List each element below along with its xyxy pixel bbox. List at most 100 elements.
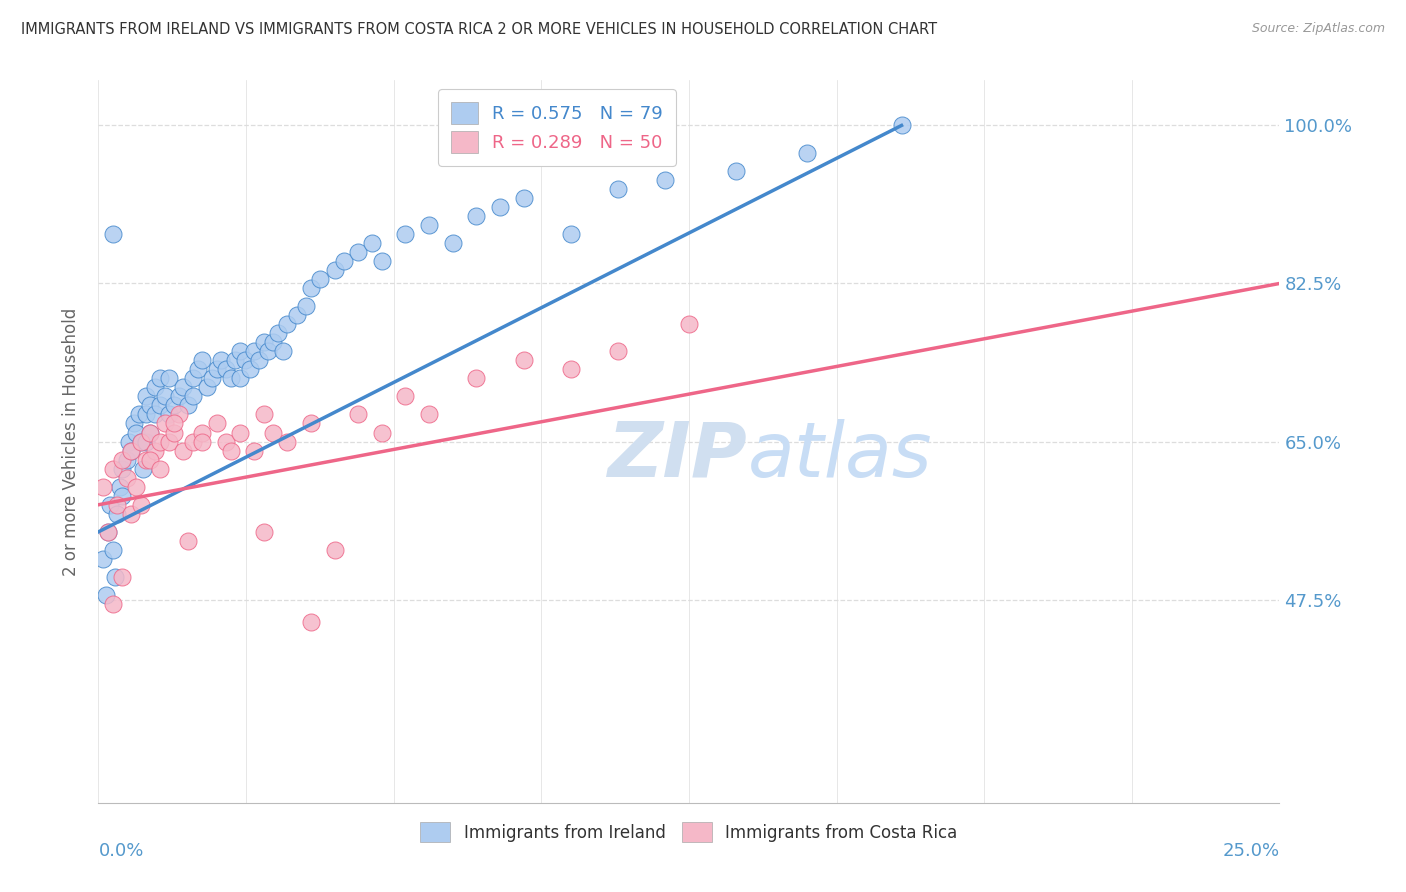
Point <box>139 452 162 467</box>
Point <box>560 362 582 376</box>
Point <box>91 480 114 494</box>
Point <box>418 218 440 232</box>
Point <box>129 434 152 449</box>
Point <box>129 434 152 449</box>
Point <box>97 524 120 539</box>
Point <box>191 353 214 368</box>
Point <box>101 542 124 557</box>
Point <box>132 461 155 475</box>
Point <box>163 417 186 431</box>
Point <box>163 425 186 440</box>
Point <box>94 588 117 602</box>
Point <box>111 489 134 503</box>
Point <box>243 344 266 359</box>
Point <box>489 200 512 214</box>
Point <box>229 371 252 385</box>
Text: Source: ZipAtlas.com: Source: ZipAtlas.com <box>1251 22 1385 36</box>
Point <box>215 362 238 376</box>
Point <box>890 119 912 133</box>
Point <box>271 344 294 359</box>
Point <box>607 181 630 195</box>
Point <box>105 498 128 512</box>
Point <box>135 408 157 422</box>
Point <box>394 389 416 403</box>
Y-axis label: 2 or more Vehicles in Household: 2 or more Vehicles in Household <box>62 308 80 575</box>
Point <box>205 417 228 431</box>
Point <box>157 434 180 449</box>
Point <box>101 597 124 611</box>
Point <box>394 227 416 241</box>
Point <box>233 353 256 368</box>
Point <box>167 389 190 403</box>
Point <box>323 542 346 557</box>
Point <box>333 253 356 268</box>
Point <box>725 163 748 178</box>
Point <box>191 425 214 440</box>
Point <box>219 443 242 458</box>
Point <box>129 498 152 512</box>
Point <box>149 371 172 385</box>
Point <box>101 461 124 475</box>
Point <box>560 227 582 241</box>
Point <box>257 344 280 359</box>
Point <box>135 434 157 449</box>
Point <box>172 380 194 394</box>
Point <box>253 524 276 539</box>
Text: ZIP: ZIP <box>609 419 748 493</box>
Point <box>115 452 138 467</box>
Point <box>143 408 166 422</box>
Point <box>91 552 114 566</box>
Point <box>97 524 120 539</box>
Point <box>299 615 322 630</box>
Point <box>347 244 370 259</box>
Point <box>181 371 204 385</box>
Point <box>607 344 630 359</box>
Point <box>247 353 270 368</box>
Point <box>512 191 534 205</box>
Point <box>143 380 166 394</box>
Point <box>239 362 262 376</box>
Point <box>153 389 176 403</box>
Point <box>122 417 145 431</box>
Point <box>361 235 384 250</box>
Point <box>111 452 134 467</box>
Point <box>195 380 218 394</box>
Point <box>309 272 332 286</box>
Point <box>135 389 157 403</box>
Point <box>181 389 204 403</box>
Point <box>121 507 143 521</box>
Point <box>157 408 180 422</box>
Point <box>118 434 141 449</box>
Point <box>243 443 266 458</box>
Point <box>111 461 134 475</box>
Point <box>267 326 290 341</box>
Point <box>149 434 172 449</box>
Legend: Immigrants from Ireland, Immigrants from Costa Rica: Immigrants from Ireland, Immigrants from… <box>411 812 967 852</box>
Point <box>276 434 298 449</box>
Point <box>98 498 121 512</box>
Point <box>105 507 128 521</box>
Point <box>654 172 676 186</box>
Point <box>295 299 318 313</box>
Point <box>678 317 700 331</box>
Point <box>121 443 143 458</box>
Point <box>253 335 276 350</box>
Point <box>177 533 200 548</box>
Point <box>299 417 322 431</box>
Point <box>285 308 308 322</box>
Point <box>253 408 276 422</box>
Point <box>418 408 440 422</box>
Point <box>323 263 346 277</box>
Point <box>181 434 204 449</box>
Point <box>149 398 172 412</box>
Point <box>262 425 284 440</box>
Point <box>104 570 127 584</box>
Point <box>177 398 200 412</box>
Point <box>167 408 190 422</box>
Point <box>108 480 131 494</box>
Point <box>135 452 157 467</box>
Point <box>143 443 166 458</box>
Text: atlas: atlas <box>748 419 932 493</box>
Point <box>115 471 138 485</box>
Point <box>299 281 322 295</box>
